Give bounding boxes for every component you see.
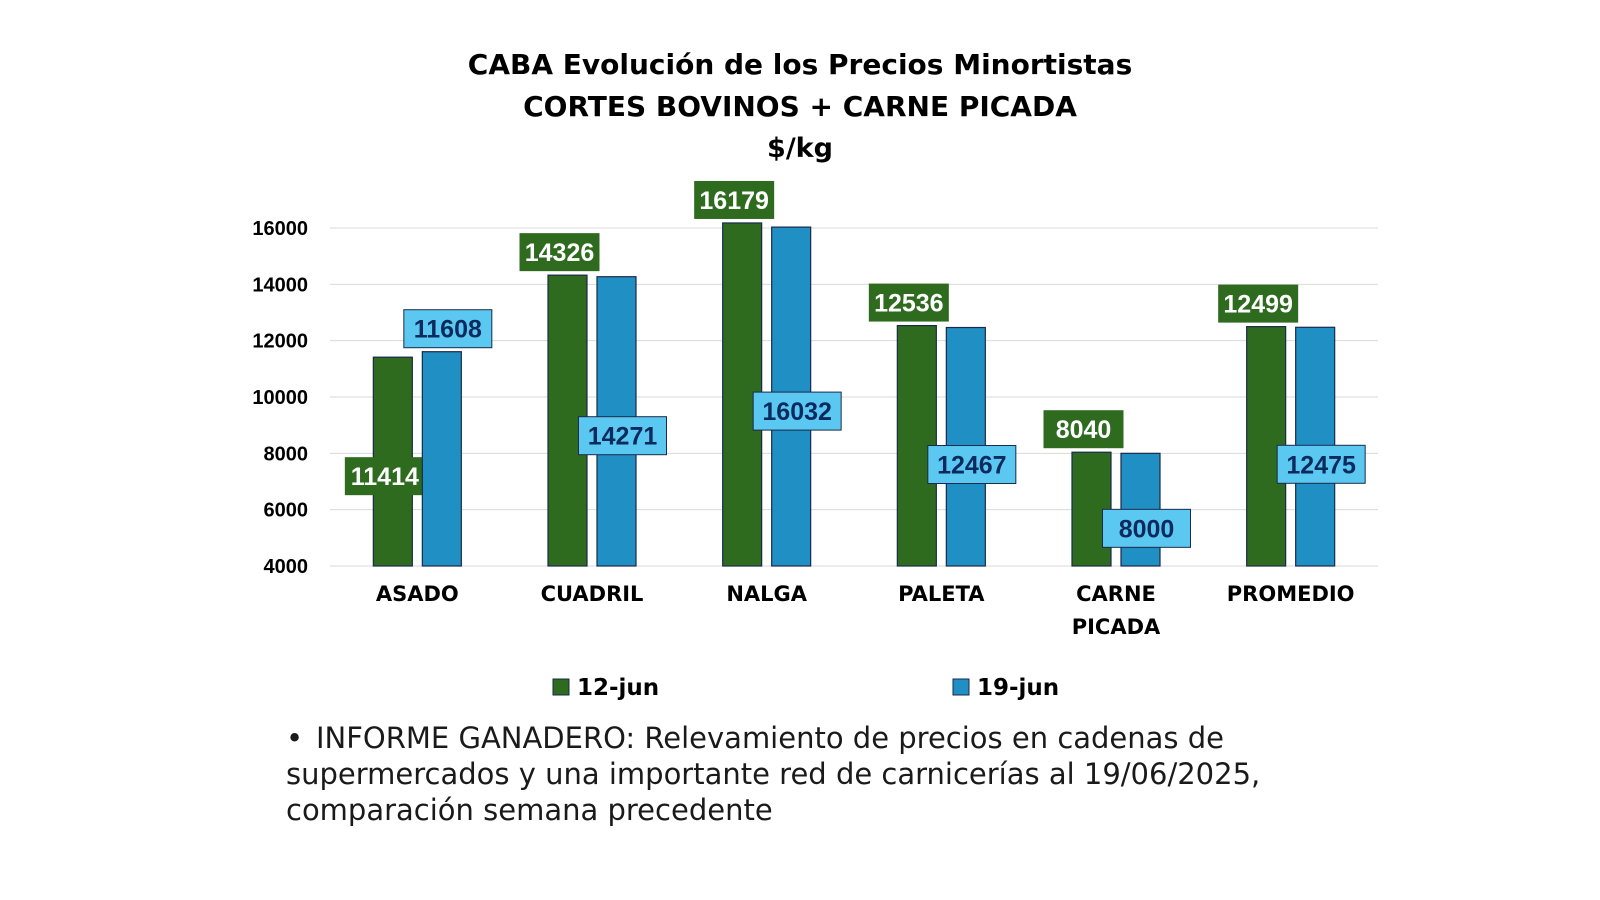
footnote: • INFORME GANADERO: Relevamiento de prec… [286, 720, 1386, 828]
data-label-box [578, 416, 667, 456]
chart-title: CABA Evolución de los Precios Minortista… [467, 48, 1133, 81]
data-label-box [927, 445, 1017, 485]
legend-swatch [552, 678, 570, 696]
data-label: 12467 [937, 452, 1007, 480]
data-label-box [1043, 410, 1124, 449]
data-label: 11608 [414, 316, 482, 344]
data-label: 12536 [874, 290, 944, 318]
data-label-box [1276, 444, 1366, 484]
data-label-box [519, 233, 600, 272]
data-label: 8040 [1056, 416, 1112, 444]
x-tick-label: CARNE [1076, 582, 1156, 606]
legend-swatch [952, 678, 970, 696]
data-label-box [344, 457, 425, 496]
data-label-box [694, 180, 775, 219]
x-tick-label: CUADRIL [541, 582, 644, 606]
x-tick-label: NALGA [726, 582, 807, 606]
data-label: 14326 [525, 239, 595, 267]
y-tick-label: 16000 [252, 218, 308, 240]
data-label-box [868, 283, 949, 322]
data-label: 14271 [588, 423, 658, 451]
data-label: 16179 [699, 187, 769, 215]
x-tick-label: PALETA [898, 582, 985, 606]
chart-subtitle: CORTES BOVINOS + CARNE PICADA [523, 90, 1077, 123]
y-tick-label: 8000 [264, 443, 309, 465]
chart-title-block: CABA Evolución de los Precios Minortista… [0, 44, 1600, 170]
data-label: 8000 [1119, 515, 1175, 543]
data-label: 12475 [1286, 451, 1356, 479]
data-label-box [1102, 508, 1191, 548]
x-tick-label: ASADO [376, 582, 459, 606]
data-label-box [752, 391, 842, 431]
legend-label: 12-jun [577, 675, 659, 701]
y-tick-label: 6000 [264, 500, 309, 522]
data-label-box [1218, 284, 1299, 323]
x-tick-label: PICADA [1072, 615, 1161, 639]
y-tick-label: 10000 [252, 387, 308, 409]
y-tick-label: 4000 [264, 556, 309, 578]
bar-19-jun [421, 351, 462, 567]
data-label-box [403, 309, 493, 349]
data-label: 16032 [762, 398, 832, 426]
y-tick-label: 14000 [252, 274, 308, 296]
x-tick-label: PROMEDIO [1227, 582, 1355, 606]
chart-unit: $/kg [767, 133, 833, 164]
note-bullet: • [286, 721, 304, 755]
note-text: INFORME GANADERO: Relevamiento de precio… [286, 721, 1261, 827]
y-tick-label: 12000 [252, 331, 308, 353]
legend-label: 19-jun [977, 675, 1059, 701]
data-label: 12499 [1223, 291, 1293, 319]
data-label: 11414 [351, 463, 419, 491]
